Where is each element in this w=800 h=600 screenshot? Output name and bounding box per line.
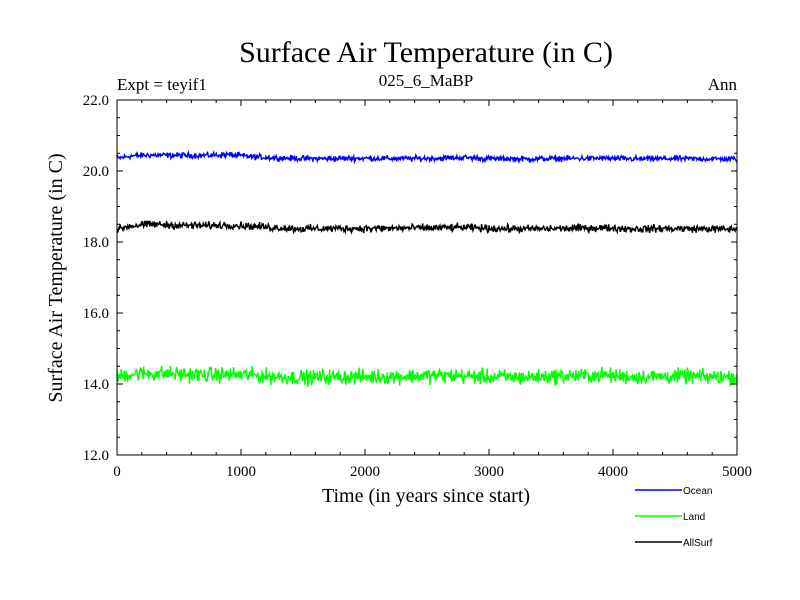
x-tick-label: 2000	[350, 464, 380, 480]
y-tick-label: 20.0	[83, 164, 109, 180]
y-axis-label: Surface Air Temperature (in C)	[45, 153, 67, 402]
period-label: 025_6_MaBP	[379, 71, 473, 90]
series-line-ocean	[116, 149, 738, 165]
x-tick-label: 1000	[226, 464, 256, 480]
x-tick-label: 0	[113, 464, 121, 480]
y-tick-label: 14.0	[83, 377, 109, 393]
x-tick-label: 4000	[598, 464, 628, 480]
series-line-land	[116, 365, 738, 388]
y-tick-label: 16.0	[83, 306, 109, 322]
y-tick-label: 12.0	[83, 448, 109, 464]
season-label: Ann	[708, 75, 738, 94]
legend: Ocean Land AllSurf	[635, 486, 713, 549]
plot-series	[116, 149, 738, 388]
chart-title: Surface Air Temperature (in C)	[239, 36, 613, 69]
x-tick-label: 5000	[722, 464, 752, 480]
x-axis-label: Time (in years since start)	[322, 485, 530, 507]
y-tick-label: 18.0	[83, 235, 109, 251]
x-tick-label: 3000	[474, 464, 504, 480]
experiment-label: Expt = teyif1	[117, 75, 207, 94]
legend-label-allsurf: AllSurf	[683, 538, 713, 549]
plot-frame	[116, 99, 738, 456]
series-line-allsurf	[116, 219, 738, 235]
y-axis: 12.0 14.0 16.0 18.0 20.0 22.0	[83, 93, 737, 464]
x-axis: 0 1000 2000 3000 4000 5000	[113, 100, 752, 480]
legend-label-ocean: Ocean	[683, 486, 712, 497]
y-tick-label: 22.0	[83, 93, 109, 109]
legend-label-land: Land	[683, 512, 705, 523]
